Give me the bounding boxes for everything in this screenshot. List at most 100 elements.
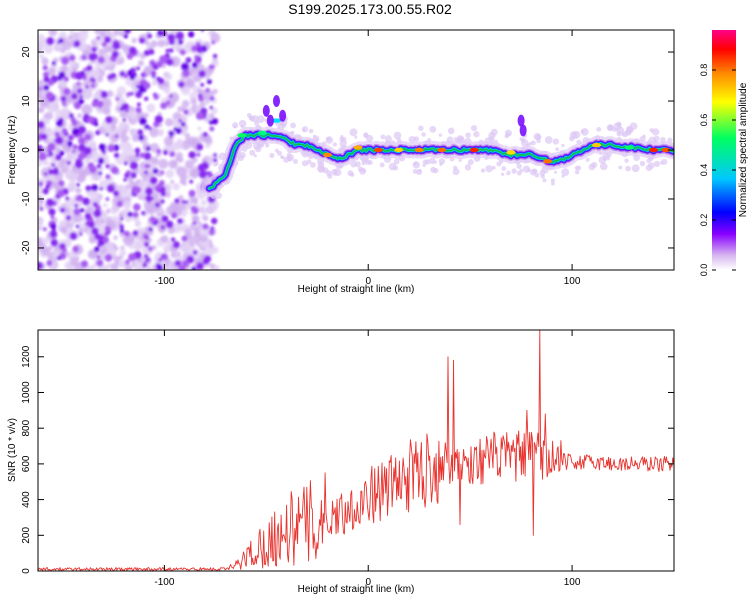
noise-region bbox=[38, 30, 221, 270]
noise-blob bbox=[48, 30, 58, 37]
noise-blob bbox=[137, 60, 144, 67]
noise-blob bbox=[185, 200, 189, 204]
noise-blob bbox=[138, 180, 147, 189]
signal-halo bbox=[361, 161, 366, 166]
noise-blob bbox=[47, 103, 58, 113]
noise-blob bbox=[71, 93, 78, 100]
noise-blob bbox=[209, 126, 215, 132]
noise-blob bbox=[104, 45, 112, 53]
signal-halo bbox=[453, 165, 458, 170]
snr-line-layer bbox=[38, 330, 674, 571]
signal-halo bbox=[527, 168, 531, 173]
noise-blob bbox=[38, 198, 44, 204]
signal-halo bbox=[325, 170, 332, 176]
noise-blob bbox=[49, 230, 58, 238]
noise-blob bbox=[54, 131, 60, 137]
noise-blob bbox=[174, 259, 182, 267]
noise-blob bbox=[89, 140, 97, 149]
noise-blob bbox=[102, 106, 111, 115]
noise-blob bbox=[100, 241, 105, 245]
noise-blob bbox=[163, 248, 169, 254]
signal-halo bbox=[453, 136, 459, 142]
noise-blob bbox=[136, 102, 141, 107]
signal-halo bbox=[332, 142, 338, 147]
noise-blob bbox=[191, 45, 198, 52]
signal-halo bbox=[660, 136, 666, 143]
noise-blob bbox=[130, 91, 134, 96]
noise-blob bbox=[112, 41, 121, 50]
noise-blob bbox=[43, 84, 50, 91]
signal-halo bbox=[606, 124, 614, 132]
noise-blob bbox=[58, 38, 64, 44]
noise-blob bbox=[38, 218, 44, 229]
signal-hotspot bbox=[437, 147, 447, 153]
signal-halo bbox=[281, 122, 287, 128]
noise-blob bbox=[164, 118, 174, 127]
noise-blob bbox=[43, 76, 50, 83]
signal-halo bbox=[439, 162, 443, 166]
noise-blob bbox=[119, 224, 124, 230]
noise-blob bbox=[96, 36, 101, 40]
noise-blob bbox=[77, 153, 85, 161]
noise-blob bbox=[41, 146, 50, 155]
noise-blob bbox=[143, 241, 150, 248]
signal-halo bbox=[312, 134, 317, 138]
noise-blob bbox=[119, 107, 124, 111]
signal-halo bbox=[639, 160, 646, 167]
noise-blob bbox=[127, 155, 136, 163]
noise-blob bbox=[157, 130, 164, 137]
noise-blob bbox=[43, 44, 54, 54]
noise-blob bbox=[144, 259, 148, 264]
signal-halo bbox=[653, 160, 661, 167]
noise-blob bbox=[47, 79, 55, 86]
signal-halo bbox=[429, 125, 437, 133]
noise-blob bbox=[110, 262, 119, 270]
signal-halo bbox=[574, 165, 579, 171]
signal-halo bbox=[516, 163, 522, 169]
noise-blob bbox=[123, 161, 128, 166]
noise-blob bbox=[154, 202, 160, 208]
signal-hotspot bbox=[272, 118, 281, 123]
x-tick-label: -100 bbox=[154, 276, 174, 287]
signal-halo bbox=[467, 159, 474, 166]
noise-blob bbox=[170, 212, 178, 219]
noise-blob bbox=[48, 168, 55, 175]
noise-blob bbox=[188, 189, 196, 197]
signal-halo bbox=[501, 166, 507, 171]
signal-halo bbox=[602, 156, 607, 161]
y-tick-label: 20 bbox=[21, 46, 32, 58]
y-tick-label: 600 bbox=[21, 455, 32, 472]
signal-halo bbox=[473, 131, 480, 138]
noise-blob bbox=[105, 197, 110, 201]
signal-halo bbox=[588, 163, 596, 171]
noise-blob bbox=[206, 78, 212, 85]
noise-blob bbox=[180, 62, 190, 71]
noise-blob bbox=[157, 39, 165, 48]
noise-blob bbox=[192, 221, 197, 226]
noise-blob bbox=[106, 90, 114, 98]
signal-halo bbox=[585, 157, 590, 162]
signal-halo bbox=[516, 170, 522, 176]
y-tick-label: 1000 bbox=[21, 381, 32, 404]
signal-halo bbox=[550, 178, 556, 183]
signal-halo bbox=[301, 126, 309, 133]
noise-blob bbox=[84, 133, 92, 141]
noise-blob bbox=[65, 215, 72, 221]
signal-hotspot bbox=[373, 147, 383, 153]
noise-blob bbox=[125, 147, 135, 157]
noise-blob bbox=[97, 243, 102, 248]
noise-blob bbox=[50, 175, 56, 181]
signal-halo bbox=[606, 152, 612, 158]
signal-halo bbox=[561, 143, 565, 148]
signal-halo bbox=[393, 158, 400, 165]
noise-blob bbox=[200, 82, 205, 87]
noise-blob bbox=[167, 33, 176, 42]
noise-blob bbox=[209, 105, 214, 110]
noise-blob bbox=[76, 182, 80, 187]
noise-blob bbox=[105, 132, 109, 137]
noise-blob bbox=[131, 186, 140, 195]
noise-blob bbox=[128, 253, 137, 262]
noise-blob bbox=[134, 239, 144, 249]
signal-halo bbox=[293, 159, 298, 164]
noise-blob bbox=[91, 100, 99, 108]
